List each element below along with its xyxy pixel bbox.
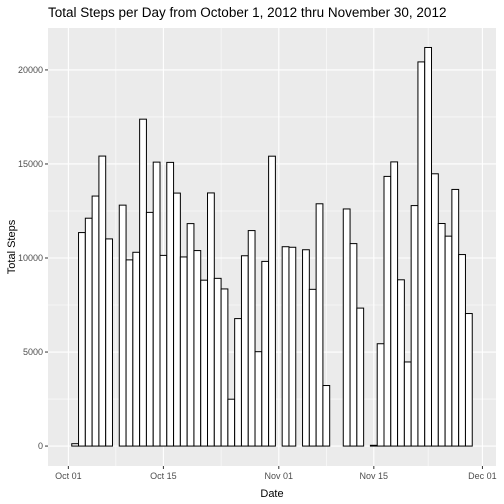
bar (71, 443, 80, 447)
bar (145, 211, 154, 447)
bar (240, 255, 249, 447)
bar (451, 188, 460, 447)
bar (349, 243, 358, 447)
bar (356, 307, 365, 447)
bar (403, 361, 412, 447)
x-axis-title: Date (260, 488, 283, 500)
x-tick-label: Oct 01 (55, 471, 82, 481)
bar (458, 254, 466, 447)
bar (78, 232, 86, 447)
y-tick-label: 5000 (23, 347, 43, 357)
bar (200, 279, 209, 447)
bar (132, 251, 141, 447)
bar (281, 246, 290, 447)
bar (207, 192, 215, 447)
bar (268, 155, 276, 447)
x-tick-label: Dec 01 (468, 471, 497, 481)
bar (288, 246, 297, 447)
bar (193, 250, 202, 447)
bar (152, 161, 161, 447)
bar (125, 259, 134, 447)
bars-group (71, 46, 473, 447)
bar (376, 343, 385, 447)
bar (424, 46, 433, 447)
bar (84, 217, 93, 447)
bar (369, 444, 378, 447)
bar (431, 173, 439, 447)
x-tick-label: Nov 15 (360, 471, 389, 481)
bar (227, 398, 236, 447)
bar (322, 385, 331, 447)
bar (308, 288, 317, 447)
y-tick-label: 10000 (18, 253, 43, 263)
bar (383, 175, 392, 447)
bar (247, 230, 256, 447)
bar (173, 192, 181, 447)
y-axis: 0 5000 10000 15000 20000 (18, 65, 48, 451)
bar (397, 279, 405, 447)
y-axis-title: Total Steps (6, 219, 18, 274)
bar (342, 208, 351, 447)
y-tick-label: 0 (38, 441, 43, 451)
x-tick-label: Oct 15 (150, 471, 177, 481)
bar (234, 318, 242, 447)
bar (261, 260, 270, 447)
bar (98, 155, 107, 447)
bar (437, 223, 446, 447)
bar (315, 203, 324, 447)
bar (166, 161, 175, 447)
bar (302, 249, 310, 447)
chart-title: Total Steps per Day from October 1, 2012… (48, 5, 446, 20)
bar (179, 256, 188, 447)
bar (444, 235, 453, 447)
y-tick-label: 20000 (18, 65, 43, 75)
bar (213, 277, 222, 447)
bar (254, 351, 263, 447)
bar (91, 195, 100, 447)
x-tick-label: Nov 01 (265, 471, 294, 481)
bar (186, 223, 195, 447)
bar (220, 288, 229, 447)
bar (105, 238, 113, 447)
bar (410, 205, 419, 447)
bar (464, 313, 473, 447)
bar (159, 254, 168, 447)
y-tick-label: 15000 (18, 159, 43, 169)
bar (417, 61, 426, 447)
bar (139, 118, 147, 447)
x-axis: Oct 01 Oct 15 Nov 01 Nov 15 Dec 01 (55, 466, 497, 481)
bar (118, 204, 127, 447)
bar (390, 161, 399, 447)
